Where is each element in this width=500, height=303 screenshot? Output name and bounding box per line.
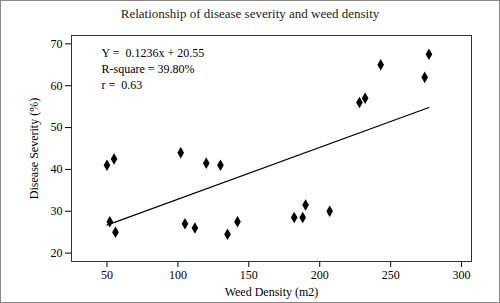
svg-text:20: 20 — [51, 246, 63, 260]
svg-text:50: 50 — [51, 120, 63, 134]
svg-text:Y = 0.1236x + 20.55R-square =: Y = 0.1236x + 20.55R-square = 39.80%r = … — [102, 46, 205, 92]
svg-text:Disease Severity (%): Disease Severity (%) — [27, 98, 41, 199]
html-text:Relationship of disease severi: Relationship of disease severity and wee… — [120, 6, 380, 21]
svg-text:60: 60 — [51, 79, 63, 93]
svg-text:30: 30 — [51, 204, 63, 218]
svg-text:150: 150 — [240, 268, 258, 282]
svg-text:250: 250 — [382, 268, 400, 282]
svg-text:Weed Density (m2): Weed Density (m2) — [225, 285, 319, 299]
svg-text:100: 100 — [169, 268, 187, 282]
svg-text:40: 40 — [51, 162, 63, 176]
svg-text:50: 50 — [101, 268, 113, 282]
svg-text:70: 70 — [51, 37, 63, 51]
svg-text:200: 200 — [311, 268, 329, 282]
svg-text:300: 300 — [453, 268, 471, 282]
